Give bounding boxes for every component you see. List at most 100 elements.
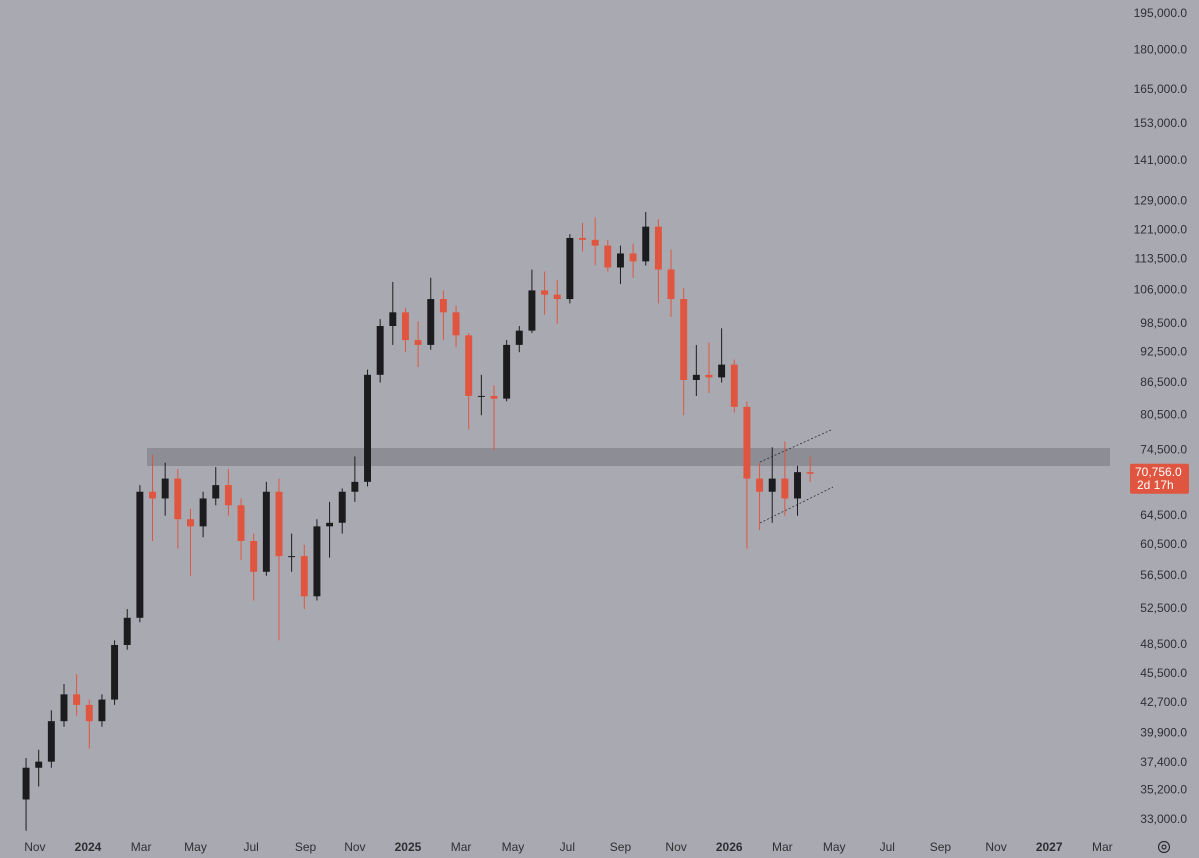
x-tick-label: May [502, 840, 525, 854]
axes: 195,000.0 180,000.0 165,000.0 153,000.0 141,… [24, 6, 1189, 854]
candle-body [237, 505, 245, 542]
x-tick-label: Jul [243, 840, 258, 854]
x-tick-label: Sep [930, 840, 952, 854]
candle-body [250, 541, 258, 572]
x-tick-label: 2027 [1036, 840, 1063, 854]
candle-body [98, 699, 106, 722]
candle-body [591, 239, 599, 246]
candle-body [667, 269, 675, 300]
y-tick-label: 195,000.0 [1134, 6, 1188, 20]
y-tick-label: 37,400.0 [1140, 755, 1187, 769]
candle-body [515, 330, 523, 345]
y-tick-label: 165,000.0 [1134, 82, 1188, 96]
y-tick-label: 106,000.0 [1134, 283, 1188, 297]
x-tick-label: Mar [772, 840, 793, 854]
candle-body [376, 325, 384, 375]
candle-body [604, 245, 612, 268]
candle-body [326, 522, 334, 527]
candle-body [47, 721, 55, 762]
candle-body [414, 340, 422, 345]
candle-body [275, 491, 283, 557]
candle-body [351, 481, 359, 492]
settings-icon[interactable] [1157, 840, 1171, 854]
candle-body [629, 253, 637, 262]
candle-body [439, 299, 447, 313]
settings-gear[interactable] [1157, 840, 1171, 854]
resistance-zone [147, 448, 1110, 466]
y-tick-label: 45,500.0 [1140, 666, 1187, 680]
candle-body [199, 498, 207, 527]
x-tick-label: Nov [985, 840, 1006, 854]
y-tick-label: 33,000.0 [1140, 812, 1187, 826]
candle-body [262, 491, 270, 572]
candle-body [806, 472, 814, 474]
candle-body [541, 290, 549, 295]
y-tick-label: 129,000.0 [1134, 194, 1188, 208]
x-tick-label: May [823, 840, 846, 854]
candle-body [553, 294, 561, 300]
countdown-label: 2d 17h [1137, 478, 1174, 492]
y-tick-label: 141,000.0 [1134, 153, 1188, 167]
candles [22, 212, 814, 831]
y-tick-label: 48,500.0 [1140, 637, 1187, 651]
y-tick-label: 80,500.0 [1140, 407, 1187, 421]
candle-body [528, 290, 536, 331]
x-tick-label: Jul [880, 840, 895, 854]
y-tick-label: 60,500.0 [1140, 537, 1187, 551]
y-tick-label: 180,000.0 [1134, 42, 1188, 56]
candle-body [477, 395, 485, 397]
candle-body [579, 237, 586, 240]
candle-body [465, 335, 473, 396]
settings-core[interactable] [1161, 844, 1167, 850]
candle-body [756, 478, 764, 492]
x-tick-label: Nov [344, 840, 365, 854]
candle-body [616, 253, 624, 268]
x-tick-label: Sep [610, 840, 632, 854]
candle-body [401, 312, 409, 341]
candle-body [692, 374, 700, 380]
candle-body [705, 374, 713, 378]
candle-body [490, 395, 498, 399]
x-tick-label: May [184, 840, 207, 854]
candle-body [224, 485, 232, 506]
y-tick-label: 35,200.0 [1140, 783, 1187, 797]
candle-body [174, 478, 182, 520]
candle-body [364, 374, 371, 482]
x-tick-label: Sep [295, 840, 317, 854]
candle-body [389, 312, 397, 326]
y-tick-label: 92,500.0 [1140, 344, 1187, 358]
x-tick-label: 2025 [395, 840, 422, 854]
y-tick-label: 56,500.0 [1140, 568, 1187, 582]
x-tick-label: 2024 [75, 840, 102, 854]
y-tick-label: 153,000.0 [1134, 116, 1188, 130]
candle-body [503, 344, 511, 399]
y-tick-label: 86,500.0 [1140, 375, 1187, 389]
candle-body [730, 364, 738, 407]
candle-body [161, 478, 169, 499]
candle-body [186, 519, 194, 527]
x-tick-label: Mar [451, 840, 472, 854]
candle-body [123, 617, 131, 645]
candle-body [85, 704, 93, 722]
candle-body [768, 478, 776, 492]
x-tick-label: Mar [131, 840, 152, 854]
candle-body [566, 237, 574, 300]
x-tick-label: Nov [24, 840, 45, 854]
y-tick-label: 39,900.0 [1140, 726, 1187, 740]
y-tick-label: 52,500.0 [1140, 601, 1187, 615]
candle-body [781, 478, 789, 499]
candle-body [743, 406, 751, 479]
candle-body [654, 226, 662, 270]
candle-body [427, 299, 435, 345]
candle-body [794, 472, 801, 499]
last-price-box [1130, 463, 1189, 494]
candle-body [452, 312, 460, 336]
x-tick-label: Jul [560, 840, 575, 854]
candle-body [60, 694, 68, 722]
y-tick-label: 42,700.0 [1140, 695, 1187, 709]
candle-body [718, 364, 726, 378]
candle-body [300, 556, 308, 597]
y-tick-label: 98,500.0 [1140, 316, 1187, 330]
candle-body [288, 556, 296, 558]
